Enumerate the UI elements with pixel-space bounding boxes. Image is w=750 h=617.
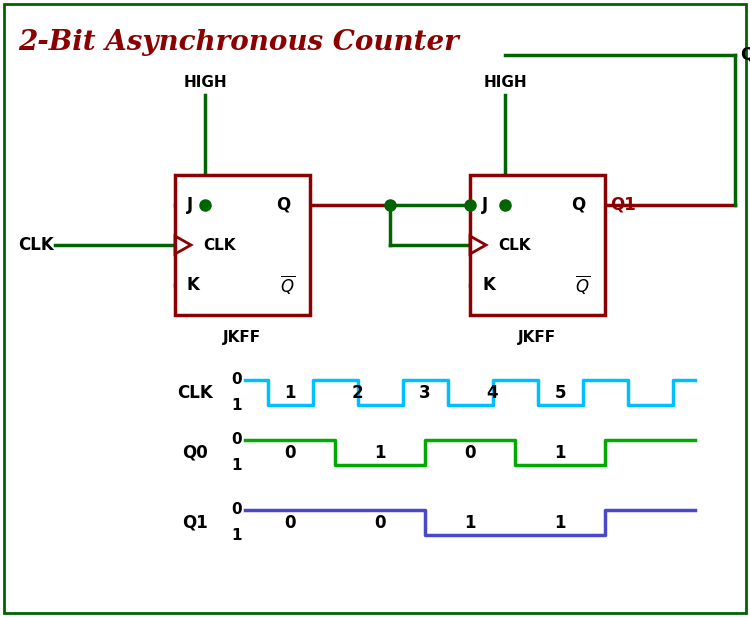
Text: CLK: CLK	[18, 236, 54, 254]
Text: 1: 1	[284, 384, 296, 402]
Bar	[175, 175, 310, 315]
Text: CLK: CLK	[203, 238, 236, 252]
Text: 1: 1	[374, 444, 386, 462]
Text: 0: 0	[232, 502, 242, 518]
Text: CLK: CLK	[177, 384, 213, 402]
Text: 1: 1	[554, 513, 566, 531]
Text: HIGH: HIGH	[183, 75, 226, 90]
Text: Q1: Q1	[610, 196, 636, 214]
Text: 1: 1	[464, 513, 476, 531]
Text: K: K	[482, 276, 495, 294]
Text: J: J	[187, 196, 194, 214]
Text: 2: 2	[352, 384, 363, 402]
Text: Q: Q	[571, 196, 585, 214]
Text: $\overline{Q}$: $\overline{Q}$	[575, 273, 590, 297]
Text: CLK: CLK	[498, 238, 530, 252]
Text: 2-Bit Asynchronous Counter: 2-Bit Asynchronous Counter	[18, 28, 459, 56]
Text: $\overline{Q}$: $\overline{Q}$	[280, 273, 295, 297]
Text: 0: 0	[232, 433, 242, 447]
Text: 4: 4	[487, 384, 498, 402]
Text: 1: 1	[232, 457, 242, 473]
Bar	[470, 175, 605, 315]
Text: K: K	[187, 276, 200, 294]
Text: Q0: Q0	[740, 46, 750, 64]
Text: 5: 5	[554, 384, 566, 402]
Text: Q1: Q1	[182, 513, 208, 531]
Text: HIGH: HIGH	[483, 75, 526, 90]
Text: JKFF: JKFF	[223, 330, 261, 345]
Text: 0: 0	[232, 373, 242, 387]
Text: 1: 1	[232, 528, 242, 542]
Text: 0: 0	[284, 444, 296, 462]
Text: Q0: Q0	[182, 444, 208, 462]
Text: 1: 1	[232, 397, 242, 413]
Text: 3: 3	[419, 384, 430, 402]
Text: 0: 0	[284, 513, 296, 531]
Text: JKFF: JKFF	[518, 330, 556, 345]
Text: 0: 0	[464, 444, 476, 462]
Text: Q: Q	[276, 196, 290, 214]
Text: J: J	[482, 196, 488, 214]
Text: 0: 0	[374, 513, 386, 531]
Text: 1: 1	[554, 444, 566, 462]
